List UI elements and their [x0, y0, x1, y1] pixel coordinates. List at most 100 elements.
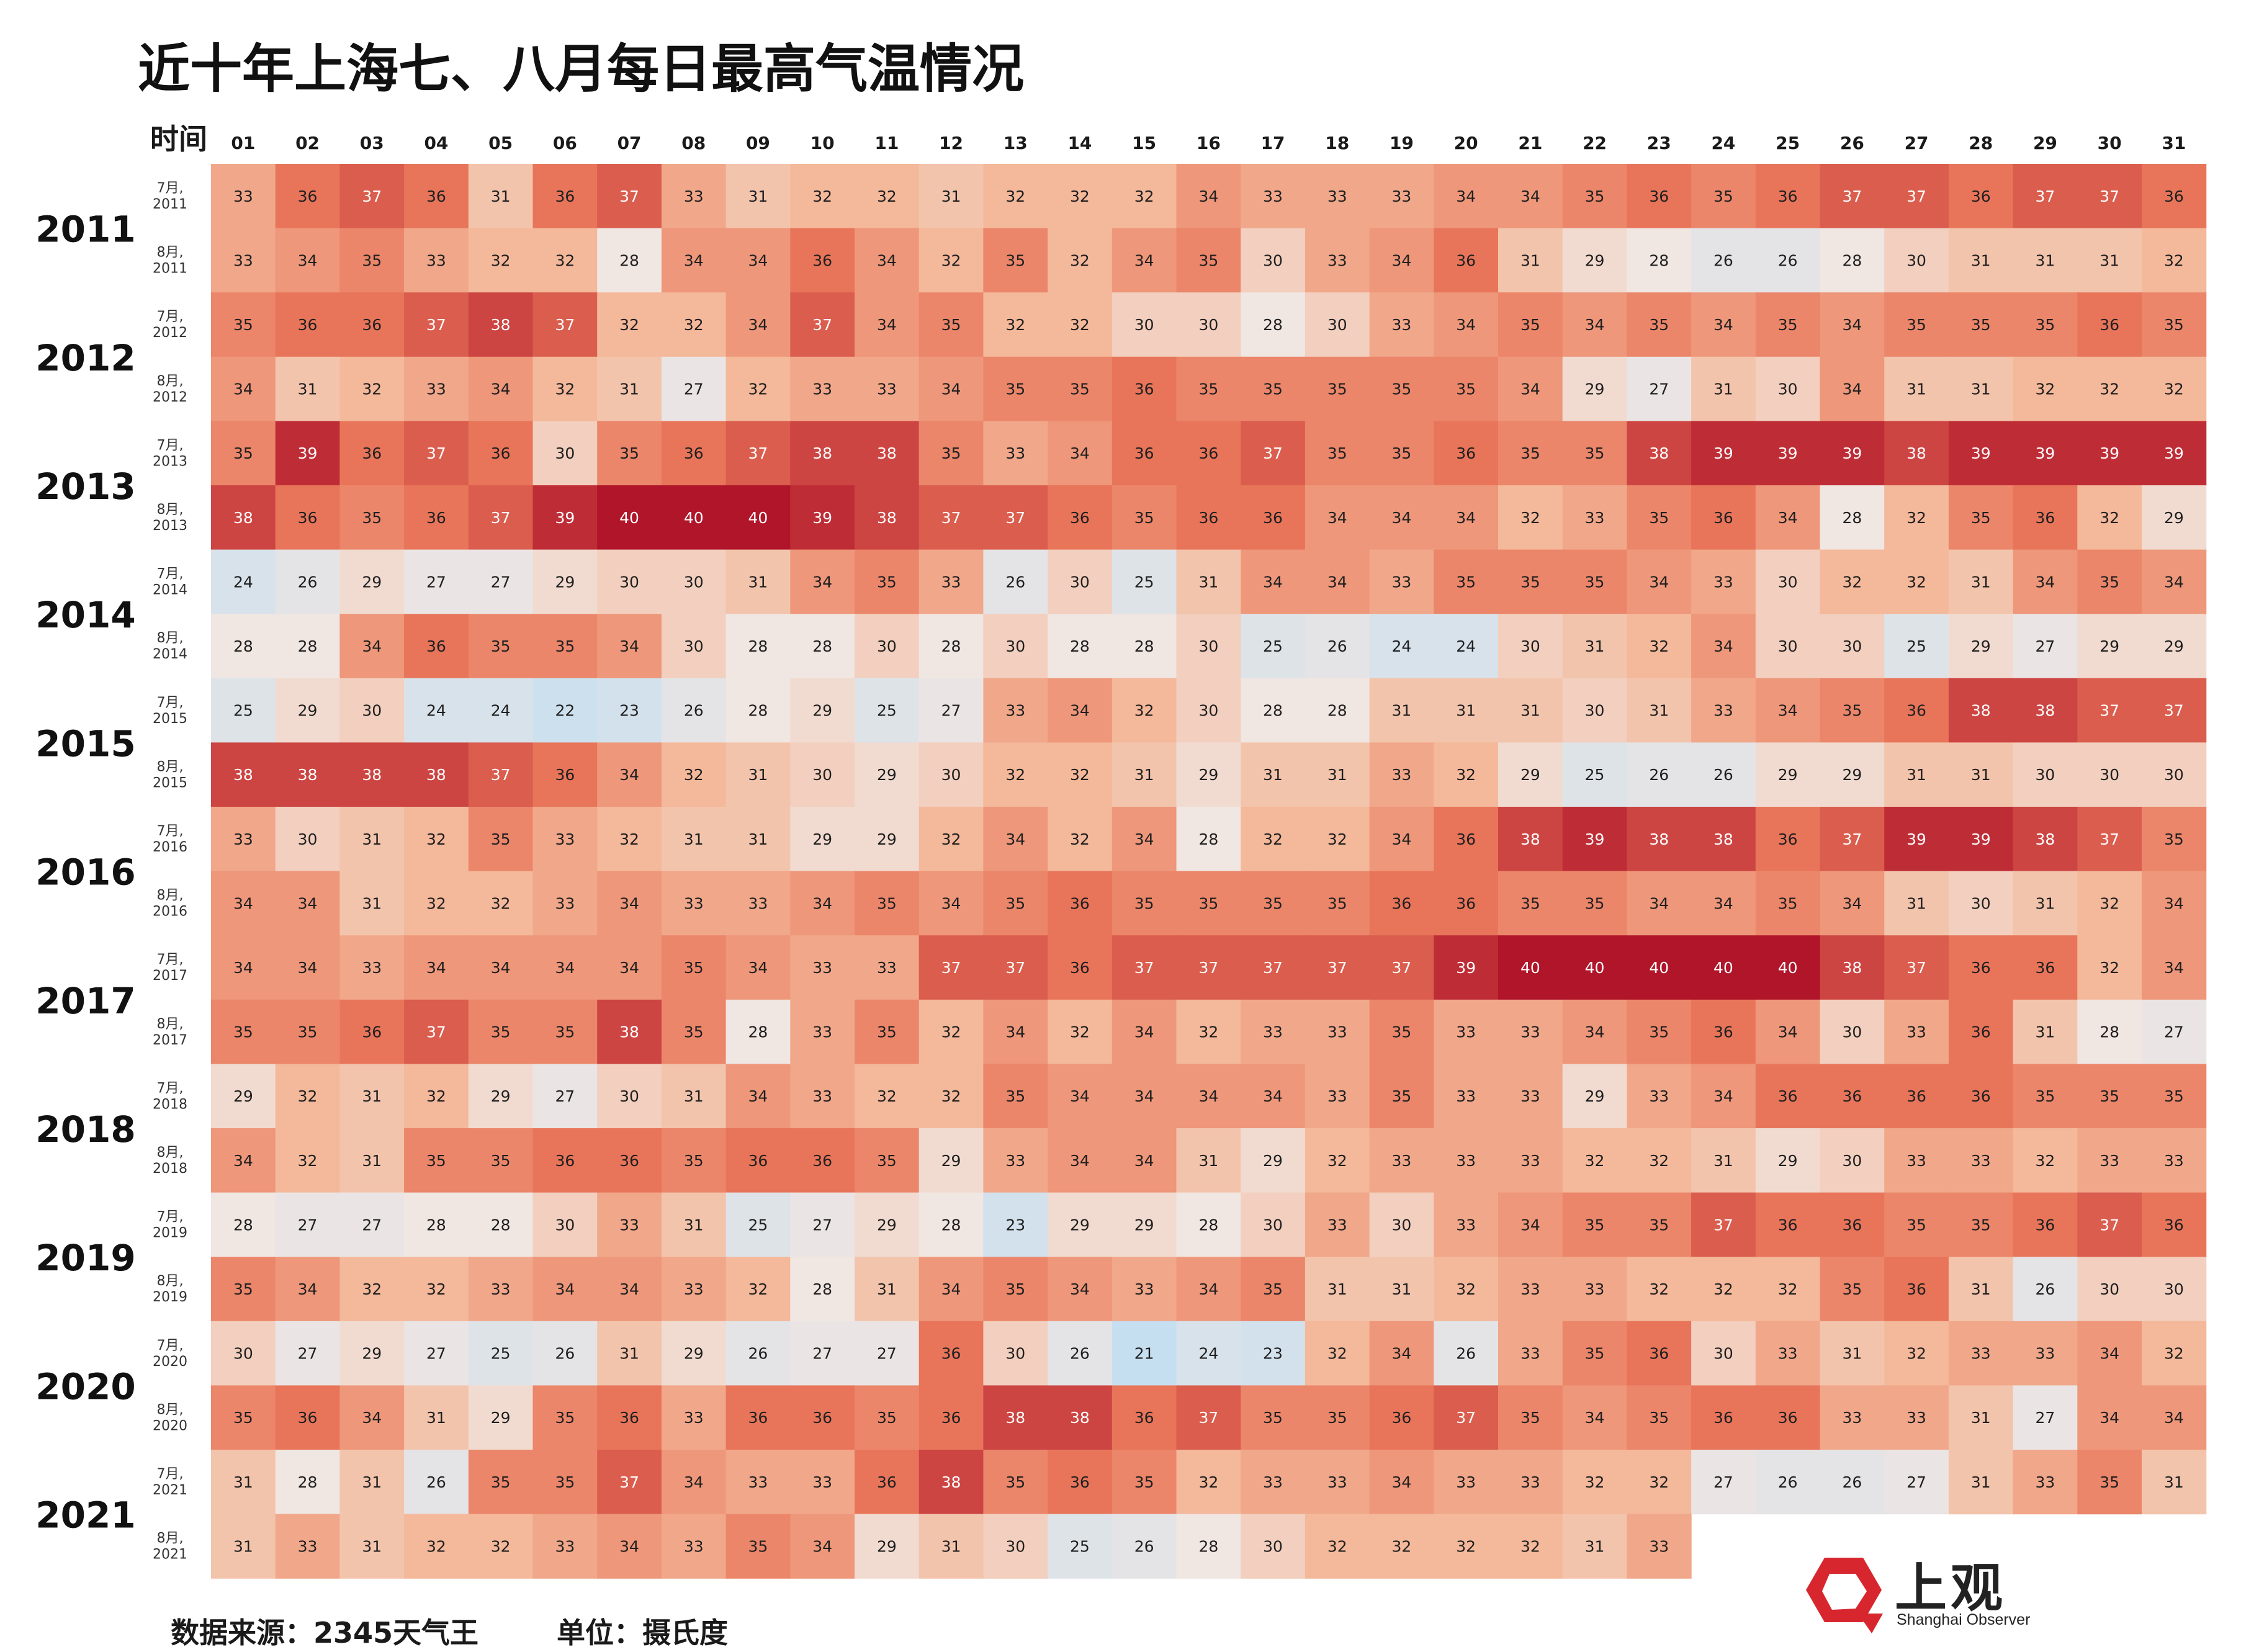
heatmap-cell — [597, 421, 662, 486]
heatmap-cell — [211, 1321, 276, 1386]
heatmap-cell — [661, 1385, 727, 1450]
row-month-label: 8月, — [157, 374, 184, 389]
cell-value: 35 — [877, 1152, 897, 1170]
heatmap-cell — [661, 871, 727, 936]
cell-value: 33 — [1649, 1087, 1669, 1105]
heatmap-cell — [1498, 1128, 1563, 1193]
heatmap-cell — [1755, 678, 1821, 743]
heatmap-cell — [1884, 678, 1949, 743]
heatmap-cell — [2077, 614, 2142, 679]
heatmap-cell — [2013, 1192, 2078, 1257]
cell-value: 31 — [1971, 1473, 1991, 1491]
cell-value: 39 — [298, 444, 318, 462]
cell-value: 35 — [877, 573, 897, 591]
cell-value: 35 — [1005, 894, 1025, 912]
day-label: 27 — [1905, 133, 1929, 153]
row-year-label: 2016 — [153, 904, 187, 920]
heatmap-cell — [275, 1257, 340, 1322]
heatmap-cell — [2142, 485, 2207, 550]
cell-value: 37 — [812, 316, 832, 334]
cell-value: 33 — [877, 380, 897, 398]
cell-value: 32 — [877, 187, 897, 205]
heatmap-cell — [2142, 614, 2207, 679]
cell-value: 32 — [1392, 1537, 1412, 1555]
cell-value: 29 — [1520, 766, 1540, 784]
heatmap-cell — [1369, 485, 1434, 550]
heatmap-cell — [339, 356, 405, 421]
row-month-label: 8月, — [157, 759, 184, 774]
cell-value: 33 — [1520, 1152, 1540, 1170]
heatmap-cell — [918, 614, 984, 679]
heatmap-cell — [918, 1064, 984, 1129]
heatmap-cell — [532, 1514, 598, 1579]
cell-value: 36 — [362, 444, 382, 462]
heatmap-cell — [1820, 742, 1885, 807]
heatmap-cell — [1691, 292, 1756, 357]
cell-value: 35 — [1263, 894, 1283, 912]
cell-value: 30 — [1005, 1537, 1025, 1555]
cell-value: 36 — [2036, 959, 2055, 977]
heatmap-cell — [1820, 614, 1885, 679]
cell-value: 32 — [2036, 380, 2055, 398]
heatmap-cell — [918, 807, 984, 872]
cell-value: 32 — [1456, 766, 1476, 784]
cell-value: 36 — [941, 1409, 961, 1427]
heatmap-cell — [1241, 164, 1306, 229]
cell-value: 35 — [1327, 894, 1347, 912]
heatmap-cell — [275, 1321, 340, 1386]
cell-value: 33 — [1520, 1087, 1540, 1105]
heatmap-cell — [404, 1064, 469, 1129]
heatmap-cell — [1498, 1257, 1563, 1322]
year-label: 2013 — [35, 465, 135, 508]
heatmap-cell — [1305, 678, 1370, 743]
cell-value: 33 — [1263, 1473, 1283, 1491]
cell-value: 36 — [426, 637, 446, 655]
cell-value: 32 — [426, 1537, 446, 1555]
cell-value: 33 — [1456, 1473, 1476, 1491]
cell-value: 34 — [1778, 702, 1798, 720]
heatmap-cell — [1691, 742, 1756, 807]
day-label: 24 — [1711, 133, 1735, 153]
heatmap-cell — [1048, 228, 1113, 293]
cell-value: 33 — [2100, 1152, 2119, 1170]
cell-value: 31 — [941, 1537, 961, 1555]
heatmap-cell — [1369, 1321, 1434, 1386]
heatmap-cell — [1562, 1192, 1627, 1257]
heatmap-cell — [1048, 1514, 1113, 1579]
heatmap-cell — [2077, 1064, 2142, 1129]
cell-value: 33 — [684, 894, 704, 912]
cell-value: 30 — [362, 702, 382, 720]
heatmap-cell — [1434, 1450, 1499, 1515]
heatmap-cell — [275, 1128, 340, 1193]
cell-value: 34 — [1198, 1087, 1218, 1105]
cell-value: 37 — [491, 766, 511, 784]
heatmap-cell — [1691, 1192, 1756, 1257]
cell-value: 35 — [684, 959, 704, 977]
heatmap-cell — [1755, 421, 1821, 486]
day-label: 25 — [1776, 133, 1800, 153]
heatmap-cell — [1691, 164, 1756, 229]
heatmap-cell — [1755, 549, 1821, 614]
cell-value: 35 — [1005, 1280, 1025, 1298]
cell-value: 30 — [233, 1345, 253, 1363]
heatmap-cell — [1498, 1321, 1563, 1386]
heatmap-cell — [1562, 356, 1627, 421]
cell-value: 38 — [1971, 702, 1991, 720]
cell-value: 33 — [812, 959, 832, 977]
heatmap-cell — [1627, 356, 1692, 421]
cell-value: 29 — [877, 1216, 897, 1234]
cell-value: 32 — [1134, 187, 1154, 205]
cell-value: 34 — [1456, 509, 1476, 527]
cell-value: 32 — [491, 251, 511, 269]
heatmap-cell — [275, 356, 340, 421]
cell-value: 26 — [1778, 1473, 1798, 1491]
year-label: 2020 — [35, 1365, 135, 1407]
cell-value: 24 — [233, 573, 253, 591]
day-label: 09 — [746, 133, 770, 153]
cell-value: 30 — [1005, 1345, 1025, 1363]
cell-value: 33 — [1585, 1280, 1605, 1298]
cell-value: 35 — [1392, 444, 1412, 462]
cell-value: 35 — [555, 1023, 575, 1041]
cell-value: 34 — [812, 894, 832, 912]
heatmap-cell — [983, 549, 1048, 614]
